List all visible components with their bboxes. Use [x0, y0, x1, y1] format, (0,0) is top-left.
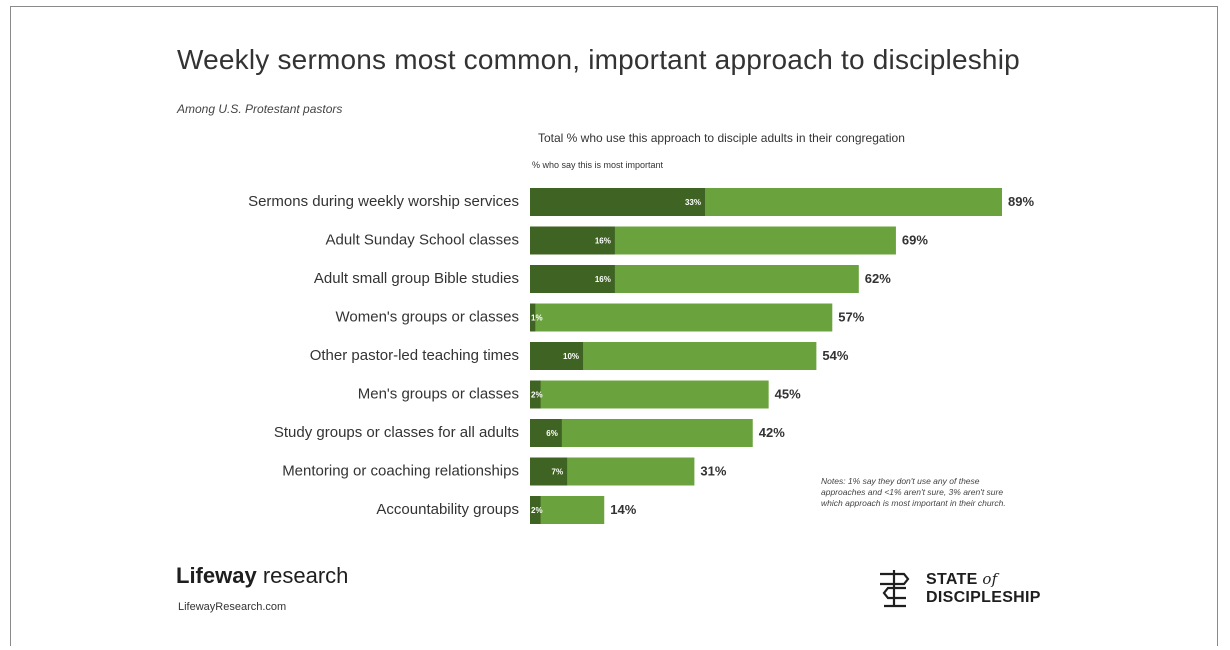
bar-most-important	[530, 188, 706, 216]
category-label: Sermons during weekly worship services	[248, 193, 519, 210]
chart-subtitle: Among U.S. Protestant pastors	[177, 102, 343, 116]
data-label-most-important: 6%	[546, 429, 558, 438]
logo-line2: DISCIPLESHIP	[926, 588, 1041, 606]
chart-notes: Notes: 1% say they don't use any of thes…	[821, 476, 1006, 508]
bar-total	[530, 380, 769, 409]
data-label-total: 14%	[610, 502, 636, 517]
bar-most-important	[530, 380, 541, 409]
data-label-total: 89%	[1008, 194, 1034, 209]
category-label: Adult small group Bible studies	[314, 270, 519, 287]
bar-most-important	[530, 496, 541, 524]
category-label: Men's groups or classes	[358, 386, 519, 403]
data-label-total: 31%	[700, 464, 726, 479]
data-label-total: 45%	[775, 387, 801, 402]
category-label: Adult Sunday School classes	[326, 232, 519, 249]
bar-total	[530, 496, 605, 524]
state-of-discipleship-logo: STATE of DISCIPLESHIP	[876, 568, 1041, 608]
legend-total-series: Total % who use this approach to discipl…	[538, 131, 905, 145]
bar-most-important	[530, 342, 584, 370]
bar-most-important	[530, 303, 536, 332]
category-label: Mentoring or coaching relationships	[282, 463, 519, 480]
data-label-most-important: 7%	[552, 468, 564, 477]
data-label-most-important: 2%	[531, 506, 543, 515]
data-label-total: 54%	[822, 348, 848, 363]
data-label-total: 42%	[759, 425, 785, 440]
category-label: Accountability groups	[376, 501, 519, 518]
data-label-total: 62%	[865, 271, 891, 286]
bar-total	[530, 303, 833, 332]
category-label: Other pastor-led teaching times	[310, 347, 519, 364]
data-label-total: 69%	[902, 233, 928, 248]
bar-most-important	[530, 265, 615, 293]
data-label-most-important: 33%	[685, 198, 701, 207]
data-label-most-important: 1%	[531, 314, 543, 323]
data-label-most-important: 2%	[531, 391, 543, 400]
chart-title: Weekly sermons most common, important ap…	[177, 44, 1020, 75]
bar-total	[530, 419, 753, 447]
brand-name-rest: research	[256, 563, 349, 588]
lifeway-research-logo: Lifeway research	[176, 563, 348, 589]
brand-url: LifewayResearch.com	[178, 601, 287, 613]
signpost-icon	[880, 570, 910, 608]
data-label-most-important: 10%	[563, 352, 579, 361]
logo-of: of	[982, 569, 998, 588]
category-label: Study groups or classes for all adults	[274, 424, 519, 441]
brand-name-bold: Lifeway	[176, 563, 257, 588]
category-label: Women's groups or classes	[336, 309, 520, 326]
data-label-most-important: 16%	[595, 237, 611, 246]
data-label-most-important: 16%	[595, 275, 611, 284]
bar-most-important	[530, 226, 615, 255]
logo-line1: STATE	[926, 570, 983, 588]
bar-most-important	[530, 457, 568, 486]
legend-most-important-series: % who say this is most important	[532, 160, 664, 170]
bar-most-important	[530, 419, 562, 447]
data-label-total: 57%	[838, 310, 864, 325]
